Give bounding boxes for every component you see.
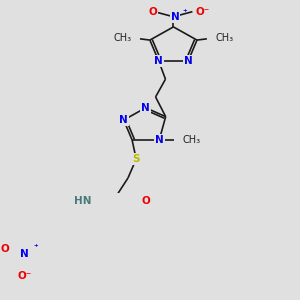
Text: O: O <box>148 7 157 17</box>
Text: O: O <box>0 244 9 254</box>
Text: CH₃: CH₃ <box>182 135 200 145</box>
Text: N: N <box>154 56 163 66</box>
Text: CH₃: CH₃ <box>114 32 132 43</box>
Text: CH₃: CH₃ <box>215 32 233 43</box>
Text: HN: HN <box>74 196 92 206</box>
Text: N: N <box>155 135 164 145</box>
Text: O⁻: O⁻ <box>17 271 31 281</box>
Text: N: N <box>141 103 150 113</box>
Text: O⁻: O⁻ <box>196 7 210 17</box>
Text: O: O <box>142 196 151 206</box>
Text: N: N <box>20 249 28 259</box>
Text: N: N <box>119 115 128 125</box>
Text: N: N <box>184 56 192 66</box>
Text: S: S <box>133 154 140 164</box>
Text: ⁺: ⁺ <box>33 243 38 252</box>
Text: ⁺: ⁺ <box>183 8 187 17</box>
Text: N: N <box>171 12 179 22</box>
